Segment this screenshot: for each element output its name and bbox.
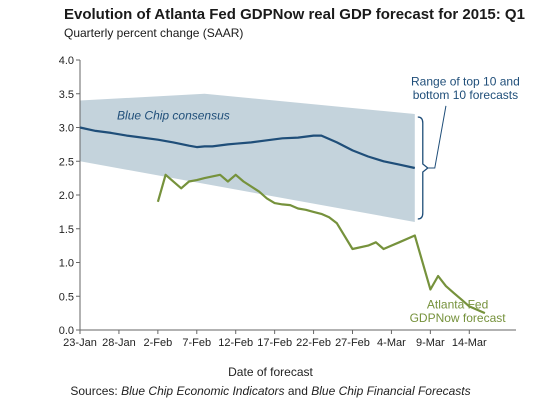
x-tick-label: 9-Mar: [416, 337, 445, 349]
series-layer: [79, 126, 486, 315]
source-2: Blue Chip Financial Forecasts: [311, 384, 471, 398]
x-tick-label: 27-Feb: [335, 337, 370, 349]
x-tick-label: 4-Mar: [377, 337, 406, 349]
y-tick-label: 1.0: [59, 258, 74, 270]
y-tick-label: 2.0: [59, 190, 74, 202]
annotations: Blue Chip consensus Range of top 10 and …: [117, 75, 520, 325]
chart-title: Evolution of Atlanta Fed GDPNow real GDP…: [64, 6, 525, 23]
range-leader-line: [427, 105, 447, 169]
blue-chip-label: Blue Chip consensus: [117, 108, 230, 122]
gdpnow-forecast-line: [156, 173, 486, 315]
gdpnow-label-line2: GDPNow forecast: [410, 311, 507, 325]
range-band-layer: [80, 93, 415, 222]
source-1: Blue Chip Economic Indicators: [121, 384, 285, 398]
x-tick-label: 7-Feb: [182, 337, 211, 349]
range-label-line2: bottom 10 forecasts: [413, 88, 518, 102]
axes: 0.0 0.5 1.0 1.5 2.0 2.5 3.0 3.5 4.0 23-Jan 28-Jan 2…: [59, 55, 516, 349]
x-tick-label: 23-Jan: [63, 337, 97, 349]
y-tick-label: 3.5: [59, 89, 74, 101]
x-tick-label: 12-Feb: [218, 337, 253, 349]
y-tick-label: 0.0: [59, 325, 74, 337]
sources-note: Sources: Blue Chip Economic Indicators a…: [0, 384, 541, 398]
chart-subtitle: Quarterly percent change (SAAR): [64, 26, 244, 40]
x-tick-label: 14-Mar: [452, 337, 487, 349]
x-tick-label: 22-Feb: [296, 337, 331, 349]
y-tick-label: 2.5: [59, 156, 74, 168]
x-tick-label: 28-Jan: [102, 337, 136, 349]
range-band: [80, 93, 415, 222]
range-label-line1: Range of top 10 and: [411, 75, 520, 89]
y-tick-label: 1.5: [59, 224, 74, 236]
y-tick-label: 0.5: [59, 291, 74, 303]
blue-chip-consensus-line: [79, 126, 416, 170]
y-tick-label: 4.0: [59, 55, 74, 67]
x-tick-label: 17-Feb: [257, 337, 292, 349]
x-tick-label: 2-Feb: [143, 337, 172, 349]
sources-prefix: Sources:: [70, 384, 118, 398]
gdpnow-label-line1: Atlanta Fed: [427, 297, 488, 311]
sources-conj: and: [287, 384, 308, 398]
x-axis-label: Date of forecast: [228, 365, 313, 379]
y-tick-label: 3.0: [59, 123, 74, 135]
range-bracket: [417, 116, 429, 220]
